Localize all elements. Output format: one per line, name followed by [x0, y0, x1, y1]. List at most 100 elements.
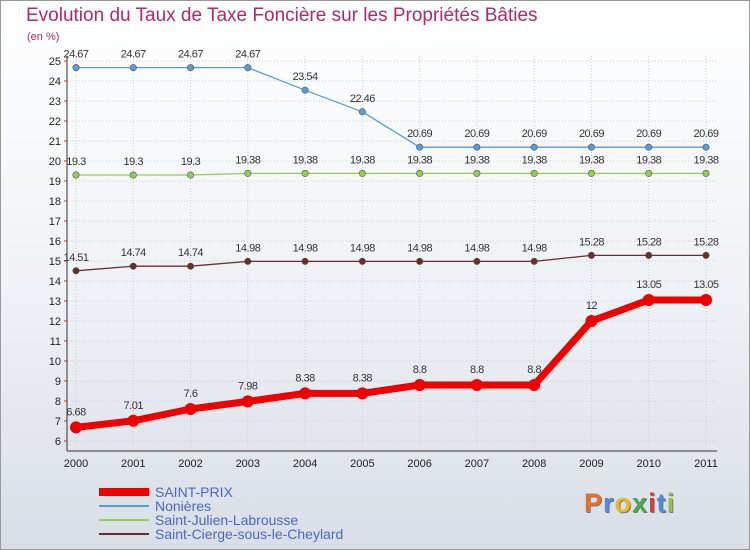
- data-point: [528, 379, 541, 391]
- x-tick-labels: 2000 2001 2002 2003 2004 2005 2006 2007 2008 2009…: [64, 458, 718, 470]
- data-label: 15.28: [579, 236, 604, 248]
- y-tick-label: 14: [49, 276, 61, 288]
- x-tick-label: 2000: [64, 458, 88, 470]
- axes: [64, 56, 717, 452]
- data-point: [645, 251, 653, 259]
- series-line: [76, 172, 706, 176]
- data-point: [473, 257, 481, 265]
- logo-letter: i: [666, 488, 676, 518]
- data-point: [187, 171, 195, 179]
- x-tick-label: 2009: [579, 458, 603, 470]
- data-label: 19.38: [636, 154, 661, 166]
- data-point: [299, 387, 312, 400]
- data-point: [413, 379, 426, 391]
- data-label: 13.05: [636, 279, 661, 291]
- data-label: 19.3: [66, 156, 86, 168]
- data-point: [72, 267, 80, 275]
- data-label: 7.98: [238, 380, 258, 392]
- data-label: 14.98: [293, 242, 318, 254]
- chart-title: Evolution du Taux de Taxe Foncière sur l…: [26, 5, 538, 26]
- x-tick-label: 2008: [522, 458, 546, 470]
- data-label: 8.38: [353, 372, 373, 384]
- data-label: 19.38: [693, 154, 718, 166]
- data-label: 14.74: [121, 247, 146, 259]
- data-label: 19.38: [579, 154, 604, 166]
- y-tick-label: 7: [55, 416, 61, 428]
- data-label: 12: [586, 300, 598, 312]
- y-tick-label: 19: [49, 176, 61, 188]
- gridlines: [67, 56, 717, 451]
- data-label: 23.54: [293, 71, 318, 83]
- x-tick-label: 2004: [293, 458, 317, 470]
- series-line: [75, 296, 706, 431]
- data-point: [244, 64, 252, 72]
- data-point: [72, 64, 80, 72]
- y-tick-label: 22: [49, 116, 61, 128]
- x-tick-label: 2001: [121, 458, 145, 470]
- data-label: 7.6: [184, 388, 198, 400]
- data-label: 20.69: [693, 128, 718, 140]
- data-point: [416, 169, 424, 177]
- legend-label: Saint-Cierge-sous-le-Cheylard: [155, 526, 344, 542]
- data-label: 14.98: [464, 242, 489, 254]
- data-point: [645, 169, 653, 177]
- data-label: 20.69: [464, 128, 489, 140]
- data-label: 20.69: [407, 128, 432, 140]
- series-line: [75, 254, 706, 272]
- data-point: [587, 169, 595, 177]
- y-tick-label: 21: [49, 136, 61, 148]
- data-label: 19.3: [124, 156, 144, 168]
- proxiti-logo: Proxiti: [584, 488, 675, 519]
- y-tick-label: 11: [50, 336, 61, 348]
- data-point: [416, 143, 424, 151]
- series-line: [76, 66, 706, 148]
- data-point: [184, 403, 197, 415]
- y-tick-label: 24: [49, 76, 61, 88]
- logo-letter: r: [603, 488, 615, 518]
- data-point: [587, 143, 595, 151]
- data-point: [244, 169, 252, 177]
- data-point: [301, 86, 309, 94]
- data-point: [530, 257, 538, 265]
- data-point: [301, 257, 309, 265]
- data-label: 19.38: [350, 154, 375, 166]
- data-label: 13.05: [693, 279, 718, 291]
- data-label: 19.38: [464, 154, 489, 166]
- data-point: [187, 64, 195, 72]
- data-label: 15.28: [693, 236, 718, 248]
- data-point: [473, 143, 481, 151]
- data-point: [127, 414, 140, 427]
- y-tick-label: 8: [55, 396, 61, 408]
- x-tick-label: 2007: [465, 458, 489, 470]
- y-tick-label: 10: [49, 356, 61, 368]
- data-label: 19.38: [522, 154, 547, 166]
- series-group: [70, 64, 712, 434]
- y-tick-label: 23: [49, 96, 61, 108]
- data-label: 19.38: [235, 154, 260, 166]
- y-tick-label: 25: [49, 56, 61, 68]
- legend-swatch: [99, 519, 149, 521]
- data-point: [587, 251, 595, 259]
- data-label: 14.98: [407, 242, 432, 254]
- data-label: 20.69: [636, 128, 661, 140]
- data-point: [356, 387, 369, 400]
- data-point: [702, 143, 710, 151]
- data-point: [187, 262, 195, 270]
- x-tick-label: 2011: [694, 458, 718, 470]
- data-label: 24.67: [178, 49, 203, 61]
- data-point: [358, 108, 366, 116]
- data-label: 24.67: [63, 49, 88, 61]
- x-tick-label: 2002: [178, 458, 202, 470]
- unit-label: (en %): [27, 31, 60, 43]
- data-point: [358, 257, 366, 265]
- data-label: 14.51: [63, 252, 88, 264]
- x-tick-label: 2005: [350, 458, 374, 470]
- legend-label: SAINT-PRIX: [155, 484, 233, 500]
- data-label: 6.68: [66, 406, 86, 418]
- data-point: [241, 395, 254, 408]
- data-point: [301, 169, 309, 177]
- data-point: [70, 421, 82, 434]
- logo-letter: x: [632, 488, 649, 518]
